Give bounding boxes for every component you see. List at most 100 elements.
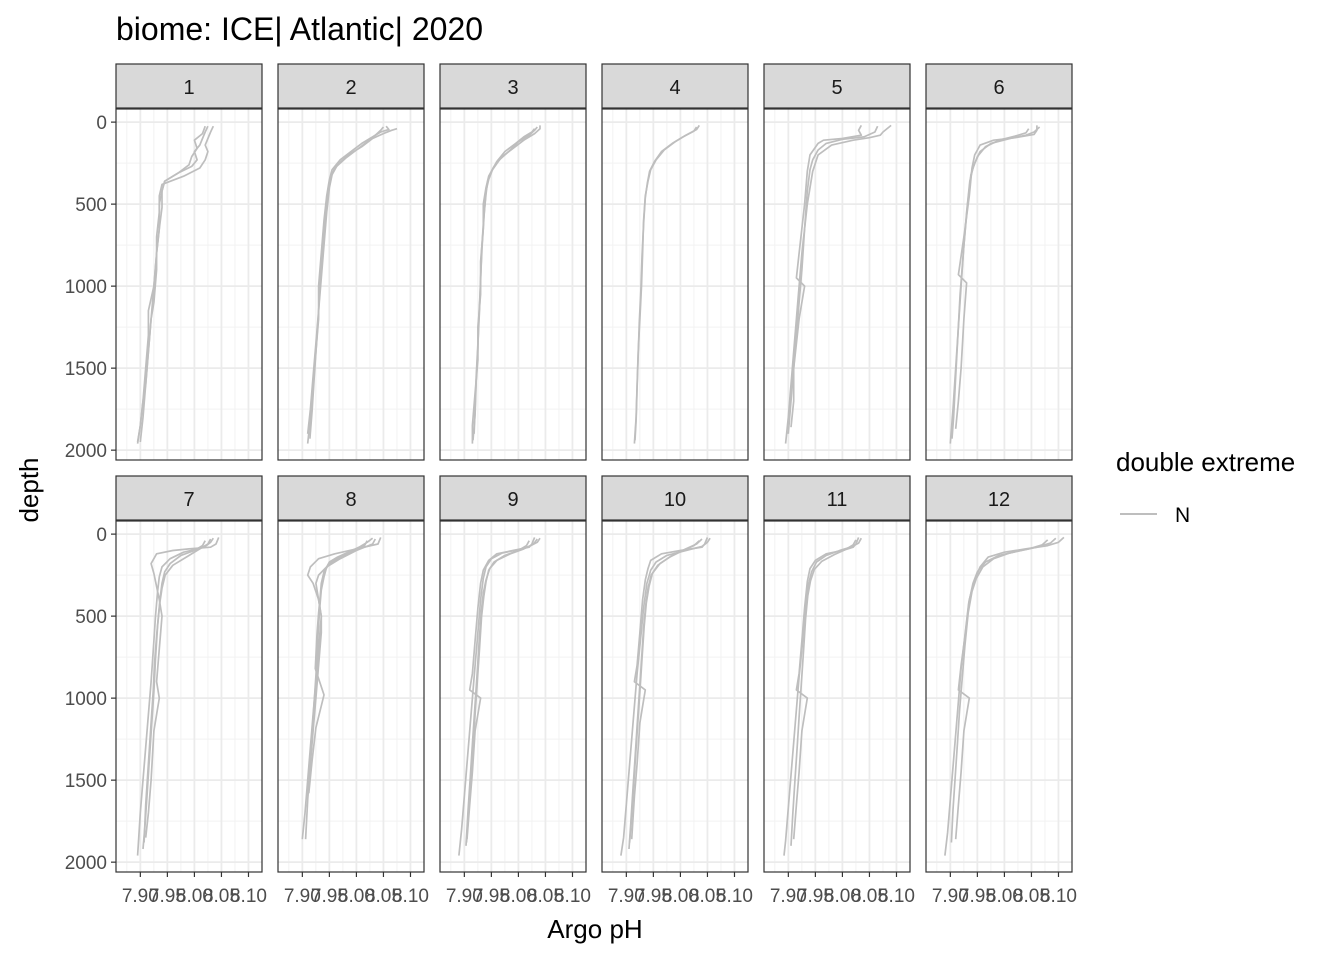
facet-panel-9: 9 7.907.958.008.058.10 — [439, 475, 591, 907]
profile-line-7-4 — [142, 538, 212, 850]
x-tick-label: 8.05 — [851, 886, 888, 907]
profile-line-11-2 — [783, 537, 863, 856]
profile-line-4-2 — [634, 126, 698, 441]
x-tick-label: 8.00 — [662, 886, 699, 907]
x-tick-label: 7.95 — [959, 886, 996, 907]
facet-strip-label: 6 — [993, 77, 1004, 99]
profile-line-12-3 — [950, 539, 1049, 843]
x-tick-label: 7.90 — [284, 886, 321, 907]
panel-background — [278, 109, 424, 460]
profile-line-6-3 — [951, 128, 1030, 439]
facet-panel-3: 3 — [439, 63, 587, 461]
x-tick-label: 8.10 — [392, 886, 429, 907]
x-tick-label: 7.90 — [608, 886, 645, 907]
facet-strip-label: 3 — [507, 77, 518, 99]
profile-line-5-3 — [790, 125, 879, 428]
legend-label: N — [1175, 504, 1190, 527]
y-tick-label: 1000 — [65, 689, 107, 710]
x-tick-label: 7.90 — [446, 886, 483, 907]
facet-strip — [763, 475, 911, 521]
y-tick-label: 1500 — [65, 771, 107, 792]
profile-line-8-4 — [304, 537, 374, 840]
x-tick-label: 8.00 — [986, 886, 1023, 907]
x-tick-label: 8.00 — [338, 886, 375, 907]
profile-line-5-2 — [784, 124, 892, 444]
x-tick-label: 8.00 — [824, 886, 861, 907]
panel-border — [115, 108, 263, 461]
y-axis-title: depth — [14, 457, 44, 522]
panel-border — [763, 520, 911, 873]
profile-line-1-2 — [136, 125, 209, 444]
facet-strip — [115, 63, 263, 109]
y-tick-label: 500 — [75, 195, 107, 216]
x-tick-label: 8.05 — [527, 886, 564, 907]
legend: double extreme N — [1116, 447, 1295, 527]
facet-strip — [439, 63, 587, 109]
x-tick-label: 8.10 — [1040, 886, 1077, 907]
facet-panel-5: 5 — [763, 63, 911, 461]
y-tick-label: 1000 — [65, 277, 107, 298]
facet-panel-2: 2 — [277, 63, 425, 461]
facet-strip-label: 1 — [183, 77, 194, 99]
x-tick-label: 8.05 — [1013, 886, 1050, 907]
profile-line-8-1 — [306, 537, 382, 797]
panel-border — [925, 520, 1073, 873]
profile-line-10-2 — [620, 537, 711, 856]
x-tick-label: 7.90 — [770, 886, 807, 907]
panel-border — [277, 520, 425, 873]
x-tick-label: 8.10 — [716, 886, 753, 907]
panel-border — [601, 108, 749, 461]
profile-line-2-3 — [309, 126, 385, 439]
facet-strip-label: 12 — [988, 489, 1010, 511]
facet-panel-11: 11 7.907.958.008.058.10 — [763, 475, 915, 907]
profile-line-10-4 — [628, 538, 703, 843]
x-tick-label: 8.00 — [176, 886, 213, 907]
profile-line-9-4 — [465, 538, 538, 846]
x-tick-label: 7.90 — [122, 886, 159, 907]
facet-strip-label: 2 — [345, 77, 356, 99]
x-tick-label: 7.95 — [473, 886, 510, 907]
facet-strip — [925, 475, 1073, 521]
facet-strip — [439, 475, 587, 521]
facet-panel-12: 12 7.907.958.008.058.10 — [925, 475, 1077, 907]
x-tick-label: 8.00 — [500, 886, 537, 907]
panel-background — [926, 109, 1072, 460]
y-tick-label: 0 — [96, 525, 107, 546]
panel-border — [601, 520, 749, 873]
profile-line-1-3 — [139, 125, 206, 443]
facet-strip-label: 9 — [507, 489, 518, 511]
profile-line-3-3 — [472, 128, 536, 441]
x-tick-label: 8.05 — [365, 886, 402, 907]
facet-panel-8: 8 7.907.958.008.058.10 — [277, 475, 429, 907]
facet-strip-label: 4 — [669, 77, 680, 99]
chart-title: biome: ICE| Atlantic| 2020 — [116, 11, 483, 47]
panel-border — [115, 520, 263, 873]
facet-panel-4: 4 — [601, 63, 749, 461]
panel-border — [925, 108, 1073, 461]
x-tick-label: 8.10 — [554, 886, 591, 907]
legend-title: double extreme — [1116, 447, 1295, 477]
facet-panel-1: 1 0 500 1000 1500 2000 — [65, 63, 263, 462]
panel-background — [278, 521, 424, 872]
y-tick-label: 2000 — [65, 853, 107, 874]
facet-strip — [925, 63, 1073, 109]
facet-strip-label: 8 — [345, 489, 356, 511]
facet-strip — [277, 475, 425, 521]
x-tick-label: 8.10 — [230, 886, 267, 907]
y-tick-label: 0 — [96, 113, 107, 134]
x-tick-label: 7.95 — [149, 886, 186, 907]
panel-border — [277, 108, 425, 461]
x-tick-label: 7.95 — [797, 886, 834, 907]
x-tick-label: 8.10 — [878, 886, 915, 907]
x-axis-title: Argo pH — [547, 914, 642, 944]
facet-strip — [277, 63, 425, 109]
panel-background — [602, 109, 748, 460]
facet-strip — [601, 475, 749, 521]
x-tick-label: 7.95 — [635, 886, 672, 907]
panel-background — [764, 109, 910, 460]
facet-panel-7: 7 0 500 1000 1500 2000 7.907.958.008.058.10 — [65, 475, 267, 907]
x-tick-label: 8.05 — [689, 886, 726, 907]
panel-border — [763, 108, 911, 461]
